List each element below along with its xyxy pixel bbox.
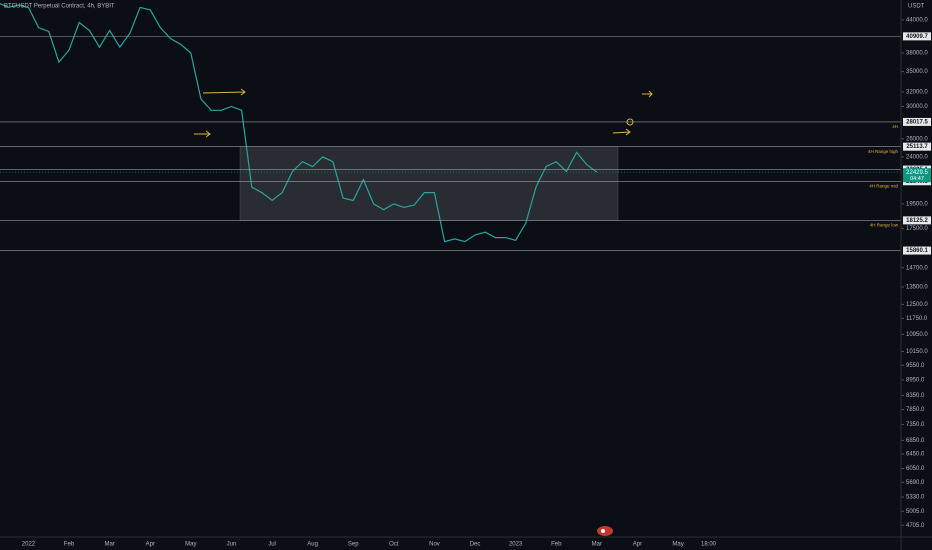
y-tick-label: 5330.0 (906, 495, 925, 501)
y-tick-label: 38000.0 (906, 51, 928, 57)
logo (597, 526, 613, 536)
y-tick-label: 26000.0 (906, 136, 928, 142)
countdown-label: 04:47 (910, 176, 924, 182)
level-label-box (903, 32, 931, 41)
y-tick-label: 6050.0 (906, 466, 925, 472)
x-tick-label: Apr (633, 542, 642, 548)
x-tick-label: Apr (146, 542, 155, 548)
level-label: 15860.1 (906, 248, 928, 254)
level-label-box (903, 246, 931, 255)
range-box (239, 146, 619, 221)
x-tick-label: 2023 (509, 542, 523, 548)
axis-unit: USDT (908, 4, 925, 10)
current-price-box (903, 168, 931, 183)
level-label: 25113.7 (906, 144, 928, 150)
y-tick-label: 8350.0 (906, 393, 925, 399)
price-line (0, 2, 598, 243)
x-tick-label: Feb (64, 542, 75, 548)
y-tick-label: 5005.0 (906, 509, 925, 515)
level-label: 40909.7 (906, 34, 928, 40)
y-tick-label: 5690.0 (906, 480, 925, 486)
x-tick-label: Oct (389, 542, 399, 548)
x-tick-label: 18:00 (701, 542, 717, 548)
y-tick-label: 6850.0 (906, 438, 925, 444)
x-tick-label: Aug (307, 542, 318, 548)
x-tick-label: Dec (470, 542, 481, 548)
level-name: 4H Range low (870, 223, 899, 228)
level-label: 28017.5 (906, 120, 928, 126)
y-tick-label: 19500.0 (906, 201, 928, 207)
x-tick-label: Jun (227, 542, 237, 548)
logo-dot (601, 529, 605, 533)
level-label: 18125.2 (906, 218, 928, 224)
level-name: 4H (892, 124, 898, 129)
y-tick-label: 24000.0 (906, 155, 928, 161)
y-tick-label: 4705.0 (906, 523, 925, 529)
x-tick-label: Sep (348, 542, 359, 548)
x-tick-label: Mar (104, 542, 114, 548)
drawings (194, 88, 653, 138)
y-tick-label: 44000.0 (906, 17, 928, 23)
y-tick-label: 13500.0 (906, 285, 928, 291)
y-tick-label: 6450.0 (906, 452, 925, 458)
y-tick-label: 7850.0 (906, 407, 925, 413)
x-tick-label: May (185, 542, 196, 548)
level-label-box (903, 117, 931, 126)
y-tick-label: 17500.0 (906, 226, 928, 232)
chart-title: BTCUSDT Perpetual Contract, 4h, BYBIT (4, 4, 115, 10)
arrow (194, 130, 211, 138)
level-label-box (903, 142, 931, 151)
y-tick-label: 7350.0 (906, 422, 925, 428)
y-tick-label: 12500.0 (906, 302, 928, 308)
y-tick-label: 10150.0 (906, 349, 928, 355)
current-price-label: 22429.5 (906, 170, 928, 176)
arrow (612, 128, 631, 136)
y-tick-label: 14700.0 (906, 265, 928, 271)
level-name: 4H Range high (868, 149, 899, 154)
arrow (642, 90, 653, 98)
y-tick-label: 11750.0 (906, 316, 928, 322)
y-tick-label: 32000.0 (906, 89, 928, 95)
y-tick-label: 35000.0 (906, 69, 928, 75)
y-tick-label: 30000.0 (906, 104, 928, 110)
x-tick-label: 2022 (22, 542, 36, 548)
x-tick-label: Feb (551, 542, 562, 548)
x-tick-label: Mar (592, 542, 602, 548)
y-tick-label: 10950.0 (906, 332, 928, 338)
level-name: 4H Range mid (869, 183, 898, 188)
y-tick-label: 8950.0 (906, 377, 925, 383)
x-tick-label: May (672, 542, 683, 548)
x-tick-label: Jul (268, 542, 276, 548)
x-tick-label: Nov (429, 542, 440, 548)
arrow (202, 88, 246, 96)
marker (626, 118, 634, 126)
y-tick-label: 9550.0 (906, 363, 925, 369)
level-label-box (903, 216, 931, 225)
